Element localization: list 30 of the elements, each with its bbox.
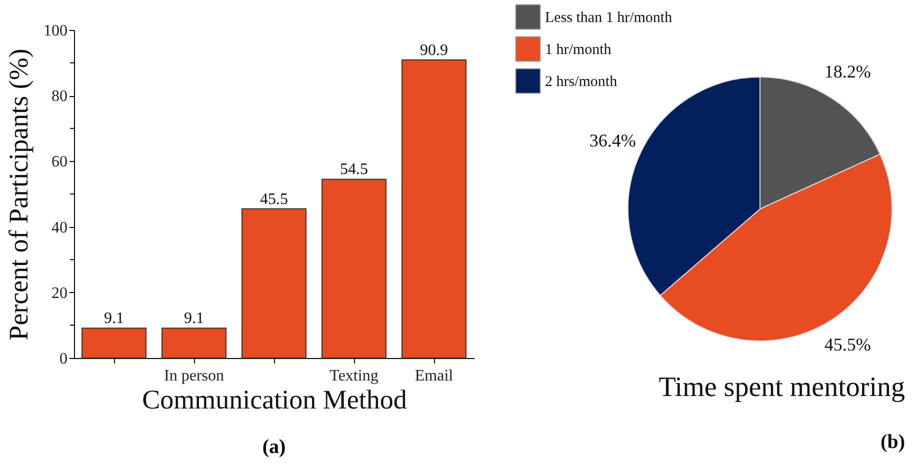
- data-label: 45.5: [260, 190, 288, 208]
- bar: [162, 328, 226, 358]
- legend-label: 1 hr/month: [545, 42, 612, 58]
- x-tick-label: Email: [414, 368, 454, 384]
- data-label: 9.1: [184, 310, 204, 328]
- legend-label: Less than 1 hr/month: [545, 10, 673, 26]
- legend-label: 2 hrs/month: [545, 74, 618, 90]
- x-tick-label: In person: [164, 368, 224, 384]
- y-tick-label: 20: [52, 284, 68, 302]
- bar: [242, 208, 306, 358]
- data-label: 54.5: [340, 161, 368, 178]
- text: (b): [880, 431, 905, 453]
- bar: [82, 328, 146, 358]
- bar: [322, 178, 386, 358]
- y-tick-label: 0: [60, 350, 68, 368]
- y-tick-label: 100: [44, 22, 68, 40]
- data-label: 90.9: [420, 42, 448, 59]
- y-tick-label: 80: [52, 88, 68, 106]
- data-label: 36.4%: [589, 130, 636, 151]
- x-tick-label: Texting: [330, 368, 378, 384]
- y-axis-title: Percent of Participants (%): [4, 48, 34, 340]
- text: (a): [262, 436, 286, 458]
- text: Time spent mentoring: [658, 372, 905, 403]
- data-label: 45.5%: [824, 334, 871, 354]
- data-label: 9.1: [104, 310, 124, 328]
- bar: [402, 59, 466, 358]
- x-axis-title: Communication Method: [142, 384, 408, 414]
- y-tick-label: 60: [52, 154, 68, 171]
- data-label: 18.2%: [824, 62, 871, 82]
- y-tick-label: 40: [52, 219, 68, 236]
